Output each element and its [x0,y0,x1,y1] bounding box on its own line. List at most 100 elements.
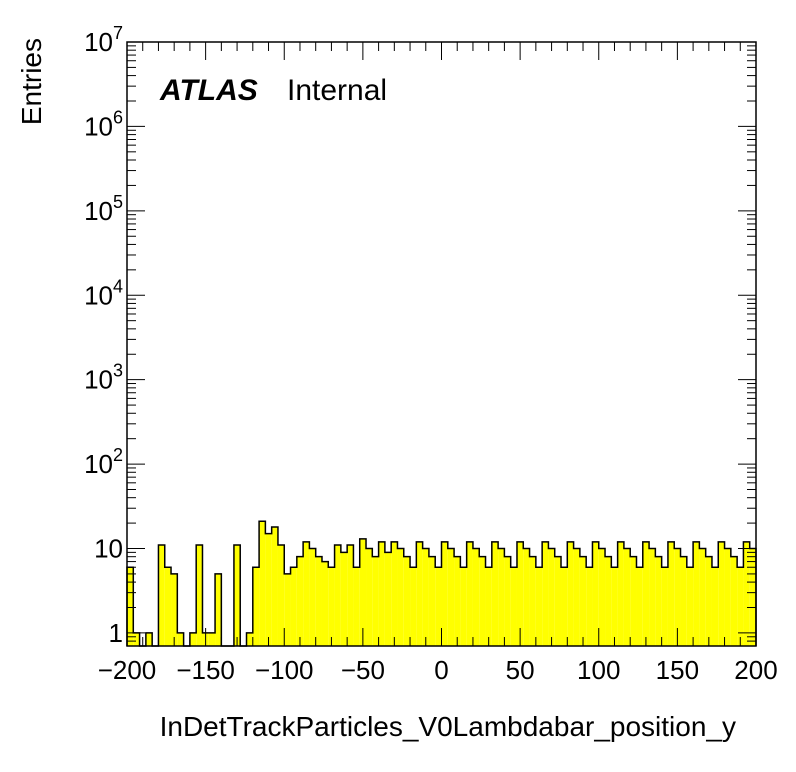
histogram-bin [321,561,329,646]
atlas-label: ATLAS [159,74,258,107]
histogram-bin [410,567,417,646]
axis-ticks [126,41,757,647]
histogram-bin [479,556,486,646]
histogram-bin [366,548,373,646]
histogram-bin [246,632,253,646]
histogram-bin [705,556,712,646]
histogram-bin [252,567,260,646]
status-label: Internal [287,74,387,107]
histogram-bin [391,541,398,646]
histogram-bin [516,541,524,646]
histogram-bin [655,556,662,646]
histogram-bin [567,541,574,646]
histogram-bin [617,541,624,646]
histogram-bin [504,556,511,646]
y-tick-label: 103 [84,361,123,395]
histogram-bin [737,567,744,646]
histogram-bin [372,556,379,646]
x-axis-title: InDetTrackParticles_V0Lambdabar_position… [160,711,736,742]
histogram-bin [378,541,385,646]
histogram-bin [730,556,738,646]
histogram-bin [598,548,606,646]
x-tick-label: 150 [656,655,699,685]
histogram-bin [133,632,140,646]
x-tick-labels: −200 −150 −100 −50 0 50 100 150 200 [98,655,778,685]
histogram-bin [466,541,473,646]
histogram-bin [303,541,310,646]
histogram-bin [718,541,725,646]
histogram-bin [542,541,549,646]
histogram-bin [579,556,587,646]
histogram-bin [611,567,618,646]
histogram-bin [215,573,222,646]
histogram-bin [284,573,291,646]
histogram-bin [460,567,467,646]
histogram-bin [328,567,335,646]
histogram-bin [573,548,580,646]
histogram-bin [699,548,706,646]
histogram-bin [661,567,668,646]
histogram-bin [623,548,631,646]
histogram-bin [315,556,322,646]
x-tick-label: 50 [506,655,535,685]
histogram-bin [743,541,750,646]
histogram-bin [403,556,411,646]
histogram-bin [422,548,429,646]
histogram-bin [561,567,568,646]
histogram-bin [441,541,448,646]
histogram-bin [428,556,436,646]
y-tick-label: 102 [84,445,123,479]
histogram-bin [208,632,216,646]
histogram-bin [189,632,197,646]
histogram-bin [642,541,650,646]
histogram-bin [605,556,612,646]
histogram-bin [271,526,278,646]
x-tick-label: −50 [341,655,385,685]
histogram-bin [359,538,367,646]
histogram-bin [447,548,455,646]
histogram-bin [334,545,341,646]
histogram-bin [233,545,241,646]
histogram-bin [523,548,530,646]
histogram-bin [145,632,153,646]
histogram-bin [353,567,360,646]
histogram-bin [548,548,555,646]
histogram-bin [711,567,719,646]
x-tick-label: 0 [434,655,448,685]
histogram-bin [127,567,134,646]
histogram-bin [686,567,694,646]
histogram-bin [491,541,499,646]
histogram-bin [177,632,184,646]
histogram-bin [674,548,681,646]
histogram-bin [498,548,505,646]
histogram-bin [196,545,203,646]
histogram-bin [554,556,562,646]
y-tick-label: 107 [84,23,123,57]
histogram-bin [347,545,354,646]
x-tick-label: 100 [577,655,620,685]
y-tick-label: 104 [84,276,123,310]
histogram-bin [259,521,266,646]
histogram-bin [416,541,423,646]
y-tick-label: 1 [109,618,123,648]
histogram-bin [277,545,285,646]
histogram-bin [158,545,165,646]
histogram-bin [592,541,599,646]
histogram-bin [164,567,172,646]
histogram-bin [680,556,687,646]
histogram-bin [296,556,304,646]
histogram-bin [265,533,272,646]
histogram-bin [171,573,178,646]
histogram-bin [384,552,392,646]
histogram-bin [435,567,442,646]
histogram-bin [529,556,536,646]
y-tick-label: 105 [84,192,123,226]
histogram-bin [309,548,316,646]
histogram-bin [397,548,404,646]
x-tick-label: −200 [98,655,157,685]
histogram-bin [749,548,756,646]
histogram-bin [340,552,348,646]
histogram-outline [126,520,757,647]
y-tick-labels: 1 10 102 103 104 105 106 107 [84,23,123,648]
